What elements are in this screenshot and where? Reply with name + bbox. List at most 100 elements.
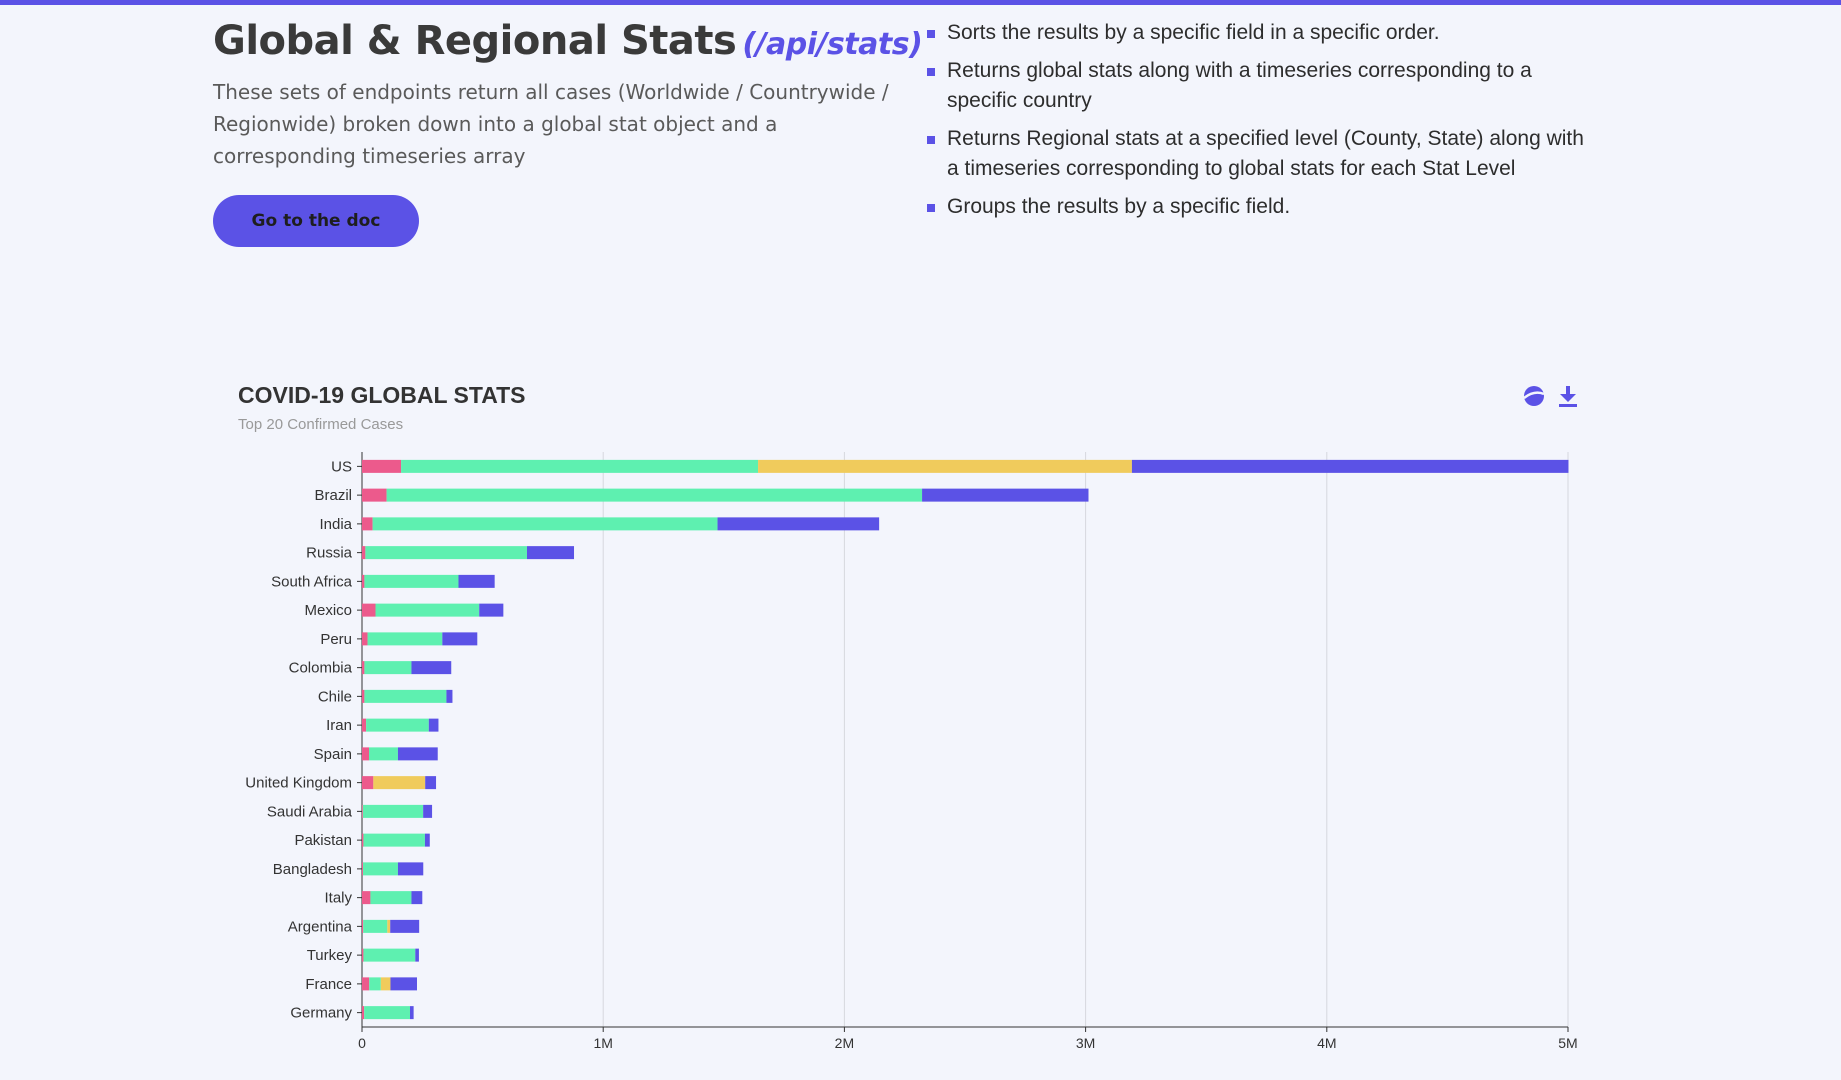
bar-segment xyxy=(364,574,459,588)
bar-segment xyxy=(397,862,424,876)
bar-segment xyxy=(387,919,391,933)
x-tick-label: 3M xyxy=(1076,1035,1095,1051)
y-tick-label: Bangladesh xyxy=(273,861,352,878)
bar-segment xyxy=(375,603,480,617)
y-tick-label: Pakistan xyxy=(294,832,352,849)
feature-text: Returns Regional stats at a specified le… xyxy=(947,127,1584,180)
x-tick-label: 0 xyxy=(358,1035,366,1051)
bar-segment xyxy=(363,919,388,933)
y-tick-label: Germany xyxy=(290,1005,352,1022)
bar-segment xyxy=(364,661,412,675)
y-tick-label: France xyxy=(305,976,352,993)
bar-segment xyxy=(362,718,367,732)
feature-text: Returns global stats along with a timese… xyxy=(947,59,1532,112)
bar-segment xyxy=(362,977,370,991)
bar-segment xyxy=(362,776,374,790)
feature-item: Returns global stats along with a timese… xyxy=(925,56,1595,116)
download-icon[interactable] xyxy=(1554,382,1582,410)
bar-segment xyxy=(717,517,880,531)
y-tick-label: Italy xyxy=(324,890,352,907)
bar-segment xyxy=(428,718,439,732)
bar-segment xyxy=(368,747,398,761)
top-accent-bar xyxy=(0,0,1841,5)
bar-segment xyxy=(362,488,387,502)
bar-segment xyxy=(758,459,1132,473)
bar-segment xyxy=(411,661,452,675)
x-tick-label: 4M xyxy=(1317,1035,1336,1051)
feature-item: Sorts the results by a specific field in… xyxy=(925,18,1595,48)
chart-card: 0 1M 2M 3M 4M 5M US Brazil India Russia South Afri… xyxy=(220,370,1600,1070)
y-tick-label: Peru xyxy=(320,631,352,648)
bar-segment xyxy=(362,689,365,703)
bar-segment xyxy=(369,977,381,991)
bar-segment xyxy=(362,603,376,617)
bar-segment xyxy=(442,632,478,646)
bullet-icon xyxy=(927,136,935,144)
bar-segment xyxy=(364,1006,410,1020)
feature-list: Sorts the results by a specific field in… xyxy=(925,18,1595,230)
bar-segment xyxy=(370,891,412,905)
bar-segment xyxy=(362,804,363,818)
x-tick-label: 2M xyxy=(835,1035,854,1051)
bar-segment xyxy=(367,632,443,646)
bar-segment xyxy=(362,632,368,646)
feature-item: Groups the results by a specific field. xyxy=(925,192,1595,222)
bar-segment xyxy=(362,546,366,560)
bar-segment xyxy=(362,948,364,962)
y-tick-label: Mexico xyxy=(304,602,352,619)
bar-segment xyxy=(362,661,365,675)
y-tick-label: Colombia xyxy=(289,660,353,677)
bar-segment xyxy=(386,488,923,502)
feature-text: Groups the results by a specific field. xyxy=(947,195,1291,218)
bar-segment xyxy=(362,862,398,876)
bar-segment xyxy=(401,459,759,473)
go-to-doc-button[interactable]: Go to the doc xyxy=(213,195,419,247)
y-tick-label: Saudi Arabia xyxy=(267,803,353,820)
bar-segment xyxy=(362,891,371,905)
bar-segment xyxy=(362,574,365,588)
y-tick-label: India xyxy=(319,516,352,533)
restore-icon[interactable] xyxy=(1520,382,1548,410)
bar-segment xyxy=(397,747,438,761)
x-tick-label: 1M xyxy=(593,1035,612,1051)
chart-title: COVID-19 GLOBAL STATS xyxy=(238,382,526,408)
bar-segment xyxy=(362,862,363,876)
bar-segment xyxy=(373,776,426,790)
y-tick-label: Argentina xyxy=(288,918,353,935)
y-tick-label: Chile xyxy=(318,688,352,705)
bar-segment xyxy=(526,546,575,560)
y-tick-label: US xyxy=(331,458,352,475)
bar-segment xyxy=(922,488,1089,502)
stacked-bar-chart: 0 1M 2M 3M 4M 5M US Brazil India Russia South Afri… xyxy=(245,452,1578,1051)
bar-segment xyxy=(1131,459,1569,473)
y-tick-label: Brazil xyxy=(314,487,352,504)
x-tick-label: 5M xyxy=(1558,1035,1577,1051)
bar-segment xyxy=(446,689,453,703)
bar-segment xyxy=(415,948,419,962)
bar-segment xyxy=(380,977,391,991)
bullet-icon xyxy=(927,204,935,212)
bar-segment xyxy=(364,689,447,703)
bar-segment xyxy=(372,517,718,531)
bar-segment xyxy=(362,1006,365,1020)
y-tick-label: United Kingdom xyxy=(245,775,352,792)
bar-segment xyxy=(363,833,425,847)
bar-segment xyxy=(390,919,420,933)
page-title-text: Global & Regional Stats xyxy=(213,18,737,64)
bullet-icon xyxy=(927,68,935,76)
bar-segment xyxy=(363,948,416,962)
bar-segment xyxy=(425,776,437,790)
hero-section: Global & Regional Stats (/api/stats) Thes… xyxy=(213,18,923,172)
bar-segment xyxy=(362,919,364,933)
page-title: Global & Regional Stats (/api/stats) xyxy=(213,18,923,64)
y-tick-label: South Africa xyxy=(271,573,353,590)
y-tick-label: Turkey xyxy=(307,947,353,964)
hero-description: These sets of endpoints return all cases… xyxy=(213,80,889,168)
bar-segment xyxy=(362,804,424,818)
y-tick-label: Iran xyxy=(326,717,352,734)
bar-segment xyxy=(390,977,417,991)
bar-segment xyxy=(362,459,402,473)
bar-segment xyxy=(411,891,423,905)
bullet-icon xyxy=(927,30,935,38)
bar-segment xyxy=(424,833,430,847)
